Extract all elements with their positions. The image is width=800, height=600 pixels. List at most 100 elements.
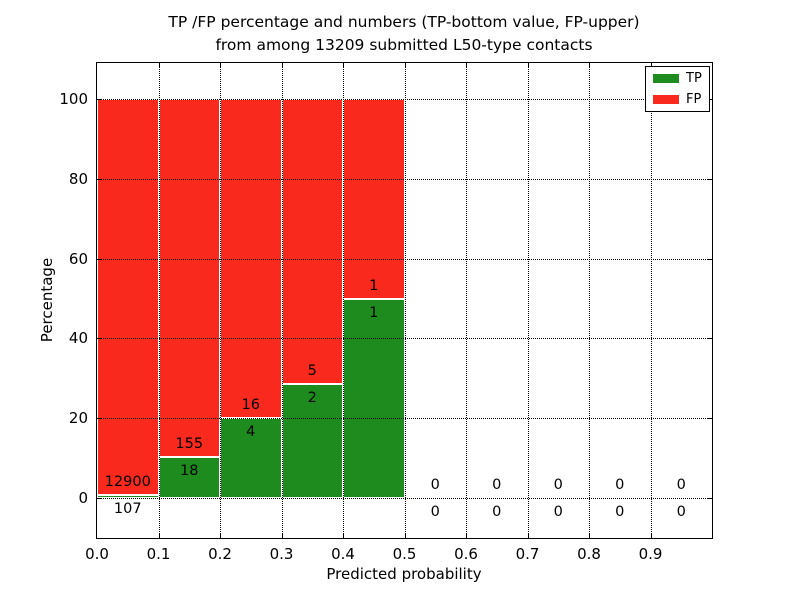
chart-title-line1: TP /FP percentage and numbers (TP-bottom… <box>168 13 640 31</box>
y-tick-label: 20 <box>68 409 88 428</box>
fp-count-label: 5 <box>307 363 317 379</box>
chart-title: TP /FP percentage and numbers (TP-bottom… <box>168 11 639 57</box>
x-tick-mark-top <box>404 63 406 67</box>
tp-count-label: 1 <box>369 304 379 321</box>
x-tick-mark-top <box>466 63 467 67</box>
legend-swatch-fp <box>653 95 679 104</box>
fp-count-label: 0 <box>615 477 625 493</box>
x-tick-mark-top <box>527 63 529 67</box>
legend-item: TP <box>653 72 702 85</box>
bar-tp-segment <box>343 298 405 498</box>
fp-count-label: 0 <box>430 477 440 493</box>
x-tick-mark <box>589 534 590 538</box>
x-tick-mark <box>343 534 344 538</box>
x-tick-mark <box>466 534 467 538</box>
bar-tp-segment <box>281 384 343 498</box>
y-tick-mark <box>97 338 101 340</box>
y-tick-label: 0 <box>78 489 88 507</box>
bar-fp-segment <box>158 99 220 457</box>
y-tick-mark <box>97 99 101 100</box>
bar-fp-segment <box>343 99 405 299</box>
gridline-vertical <box>404 63 406 538</box>
y-tick-mark <box>97 418 101 420</box>
y-tick-mark <box>97 498 101 499</box>
x-tick-mark <box>527 534 529 538</box>
gridline-vertical <box>220 63 221 538</box>
gridline-vertical <box>281 63 283 538</box>
legend: TP FP <box>645 66 710 112</box>
chart-title-line2: from among 13209 submitted L50-type cont… <box>215 36 593 54</box>
gridline-horizontal <box>97 258 712 260</box>
x-tick-label: 0.9 <box>638 545 663 563</box>
fp-count-label: 155 <box>175 435 204 452</box>
tp-count-label: 107 <box>113 500 142 517</box>
y-tick-mark-right <box>708 498 712 499</box>
legend-label: TP <box>686 71 702 86</box>
tp-count-label: 0 <box>676 504 686 520</box>
x-axis-label: Predicted probability <box>326 565 482 583</box>
legend-swatch-tp <box>653 74 679 83</box>
x-tick-label: 0.6 <box>454 545 478 563</box>
bar-tp-segment <box>158 456 220 498</box>
y-tick-label: 80 <box>68 169 88 188</box>
x-tick-mark <box>650 534 652 538</box>
gridline-horizontal <box>97 498 712 499</box>
fp-count-label: 0 <box>676 477 686 493</box>
gridline-vertical <box>650 63 652 538</box>
gridline-vertical <box>158 63 160 538</box>
tp-count-label: 0 <box>492 504 502 520</box>
plot-area: 12900 107 155 18 16 4 5 2 1 1 0 0 0 0 0 0 0 0 0 0 TP FP <box>96 62 713 539</box>
legend-label: FP <box>686 92 702 107</box>
x-tick-mark-top <box>343 63 344 67</box>
tp-count-label: 4 <box>246 424 256 441</box>
tp-count-label: 0 <box>553 504 563 520</box>
plot-inner: 12900 107 155 18 16 4 5 2 1 1 0 0 0 0 0 0 0 0 0 0 <box>97 63 712 538</box>
gridline-vertical <box>343 63 344 538</box>
x-tick-label: 0.0 <box>85 545 109 563</box>
x-tick-mark-top <box>650 63 652 67</box>
gridline-vertical <box>589 63 590 538</box>
fp-count-label: 1 <box>369 277 379 294</box>
fp-count-label: 0 <box>553 477 563 493</box>
y-tick-mark-right <box>708 178 712 180</box>
x-tick-mark <box>404 534 406 538</box>
y-tick-mark <box>97 258 101 260</box>
gridline-vertical <box>527 63 529 538</box>
bar-fp-segment <box>281 99 343 384</box>
y-tick-mark-right <box>708 99 712 100</box>
x-tick-mark-top <box>589 63 590 67</box>
y-tick-mark-right <box>708 338 712 340</box>
y-axis-label: Percentage <box>38 257 56 343</box>
x-tick-mark <box>158 534 160 538</box>
y-tick-label: 40 <box>68 329 88 348</box>
gridline-horizontal <box>97 418 712 420</box>
fp-count-label: 16 <box>241 397 260 414</box>
x-tick-label: 0.5 <box>392 545 417 563</box>
x-tick-mark-top <box>220 63 221 67</box>
y-tick-mark <box>97 178 101 180</box>
fp-count-label: 0 <box>492 477 502 493</box>
bar-fp-segment <box>97 99 159 495</box>
bar-tp-segment <box>97 494 159 498</box>
x-tick-label: 0.2 <box>208 545 232 563</box>
fp-count-label: 12900 <box>104 473 151 490</box>
tp-count-label: 0 <box>430 504 440 520</box>
tp-count-label: 0 <box>615 504 625 520</box>
tp-count-label: 18 <box>180 462 199 479</box>
gridline-horizontal <box>97 178 712 180</box>
tp-count-label: 2 <box>307 390 317 406</box>
x-tick-label: 0.4 <box>331 545 355 563</box>
y-tick-label: 100 <box>59 90 88 108</box>
x-tick-label: 0.1 <box>146 545 171 563</box>
x-tick-label: 0.7 <box>515 545 540 563</box>
y-tick-mark-right <box>708 258 712 260</box>
x-tick-label: 0.8 <box>577 545 601 563</box>
y-tick-mark-right <box>708 418 712 420</box>
x-tick-label: 0.3 <box>269 545 294 563</box>
gridline-horizontal <box>97 338 712 340</box>
x-tick-mark <box>220 534 221 538</box>
x-tick-mark-top <box>158 63 160 67</box>
gridline-vertical <box>466 63 467 538</box>
legend-item: FP <box>653 93 702 106</box>
gridline-horizontal <box>97 99 712 100</box>
